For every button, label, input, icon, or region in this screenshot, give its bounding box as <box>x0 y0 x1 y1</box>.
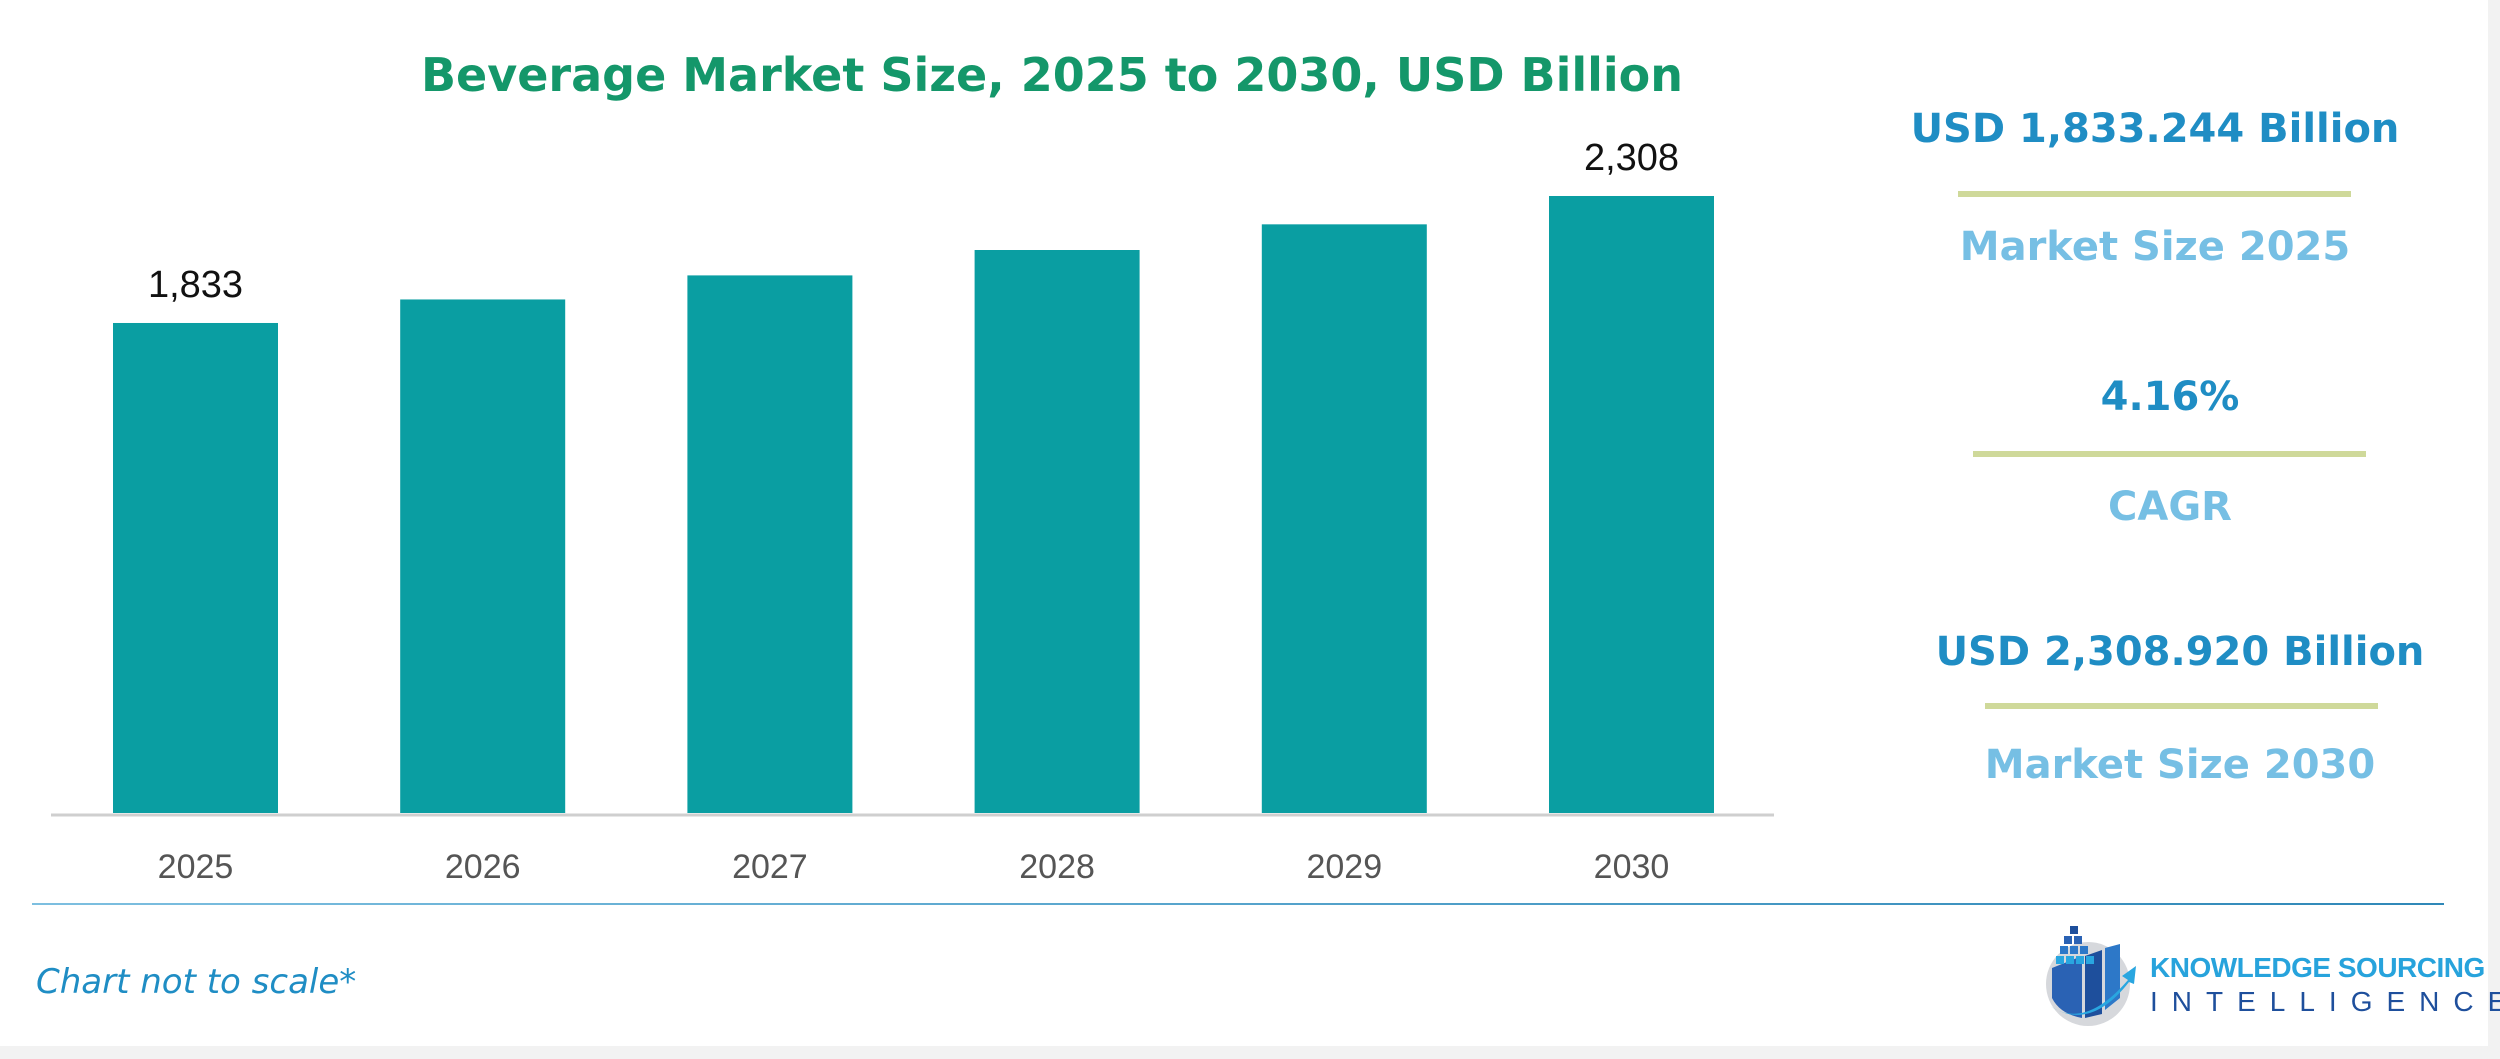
data-label: 1,833 <box>148 264 243 306</box>
bar-2027 <box>687 275 853 813</box>
x-tick-label: 2026 <box>445 848 521 886</box>
x-tick-label: 2025 <box>158 848 234 886</box>
kpi-rule <box>1958 191 2351 197</box>
data-label: 2,308 <box>1584 137 1679 179</box>
kpi-cagr-label: CAGR <box>2108 484 2232 530</box>
kpi-market-size-2025-label: Market Size 2025 <box>1959 224 2351 270</box>
bar-chart: 2025 1,833 2026 2027 2028 2029 2030 2,308 <box>51 137 1774 886</box>
bar-2025 <box>113 322 278 813</box>
footnote: Chart not to scale* <box>36 962 357 1002</box>
kpi-cagr-value: 4.16% <box>2100 374 2240 420</box>
footer-divider <box>32 903 2444 905</box>
kpi-market-size-2025-value: USD 1,833.244 Billion <box>1910 106 2400 152</box>
logo-text-line2: INTELLIGENCE <box>2150 986 2500 1017</box>
x-tick-label: 2030 <box>1594 848 1670 886</box>
bar-2030 <box>1549 196 1714 813</box>
kpi-rule <box>1985 703 2378 709</box>
x-tick-label: 2027 <box>732 848 808 886</box>
bar-2029 <box>1261 224 1427 813</box>
logo-text-line1: KNOWLEDGE SOURCING <box>2150 952 2485 983</box>
kpi-rule <box>1973 451 2366 457</box>
bar-2026 <box>400 299 566 813</box>
bar-2028 <box>974 250 1140 814</box>
company-logo: KNOWLEDGE SOURCING INTELLIGENCE <box>2030 918 2500 1028</box>
kpi-market-size-2030-label: Market Size 2030 <box>1984 742 2376 788</box>
x-tick-label: 2028 <box>1019 848 1095 886</box>
logo-emblem-icon <box>2046 926 2136 1026</box>
chart-title: Beverage Market Size, 2025 to 2030, USD … <box>420 48 1684 102</box>
x-tick-label: 2029 <box>1306 848 1382 886</box>
kpi-market-size-2030-value: USD 2,308.920 Billion <box>1935 629 2425 675</box>
